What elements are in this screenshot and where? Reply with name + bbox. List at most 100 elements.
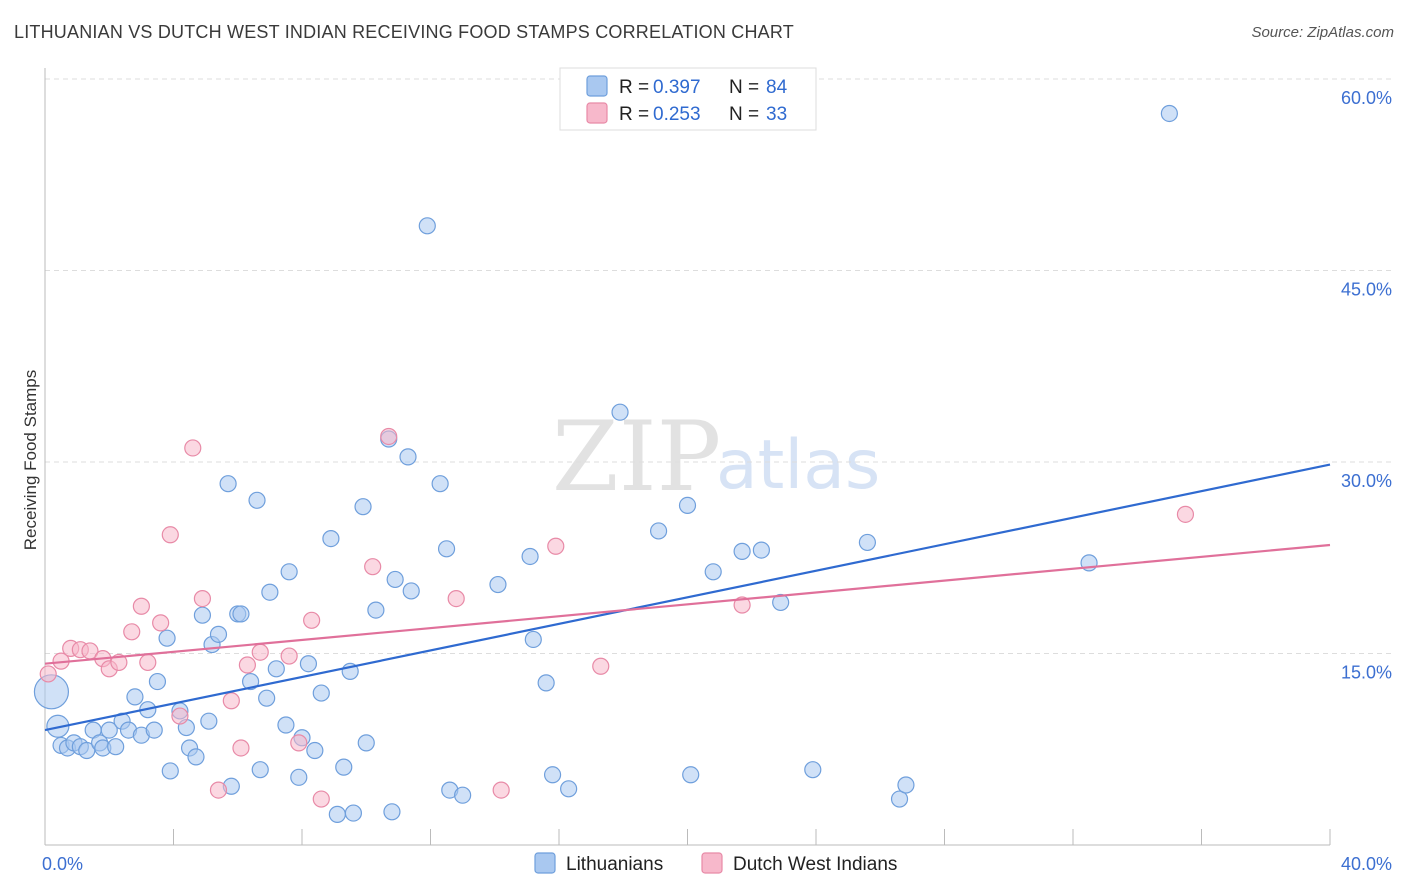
axes bbox=[44, 68, 1331, 846]
dutch-west-indian-point bbox=[238, 656, 256, 674]
watermark-atlas: atlas bbox=[716, 426, 880, 505]
lithuanian-point bbox=[242, 672, 260, 691]
watermark-zip: ZIP bbox=[552, 401, 721, 513]
dutch-west-indian-point bbox=[733, 596, 751, 614]
lithuanian-point bbox=[145, 721, 163, 739]
lithuanian-point bbox=[335, 758, 353, 776]
legend-r-value: 0.253 bbox=[653, 104, 701, 125]
legend-n-label: N = bbox=[729, 104, 759, 125]
lithuanian-point bbox=[232, 605, 250, 623]
lithuanian-point bbox=[306, 741, 324, 760]
lithuanian-point bbox=[521, 547, 539, 566]
legend-n-label: N = bbox=[729, 77, 759, 98]
dutch-west-indian-point bbox=[193, 590, 212, 608]
lithuanian-point bbox=[354, 498, 372, 516]
lithuanian-point bbox=[280, 563, 298, 581]
dutch-west-indian-point bbox=[290, 734, 308, 752]
dutch-west-indian-point bbox=[171, 707, 189, 725]
dutch-west-indian-point bbox=[364, 558, 382, 576]
legend: R = 0.397 N = 84 R = 0.253 N = 33 bbox=[559, 67, 817, 131]
lithuanian-point bbox=[277, 716, 295, 734]
dutch-west-indian-point bbox=[251, 643, 269, 661]
lithuanian-point bbox=[611, 403, 629, 421]
lithuanian-point bbox=[158, 629, 176, 647]
bottom-legend: Lithuanians Dutch West Indians bbox=[534, 852, 897, 875]
lithuanian-point bbox=[107, 738, 125, 756]
dutch-west-indian-point bbox=[123, 623, 141, 641]
lithuanian-point bbox=[251, 761, 269, 779]
trend-lines bbox=[44, 463, 1331, 732]
dutch-west-indian-point bbox=[592, 657, 610, 675]
dutch-west-indian-point bbox=[447, 590, 465, 608]
lithuanian-point bbox=[219, 475, 237, 493]
bottom-legend-swatch-lithuanians bbox=[534, 852, 556, 874]
dutch-west-indian-point bbox=[110, 653, 128, 672]
lithuanian-point bbox=[193, 606, 212, 624]
y-tick-label: 15.0% bbox=[1341, 663, 1392, 683]
lithuanian-point bbox=[399, 448, 417, 466]
lithuanian-point bbox=[890, 790, 909, 808]
legend-n-value: 84 bbox=[766, 77, 788, 98]
lithuanian-point bbox=[148, 672, 167, 691]
legend-r-label: R = bbox=[619, 77, 649, 98]
lithuanian-point bbox=[357, 734, 375, 752]
dutch-west-indian-point bbox=[312, 790, 330, 808]
lithuanian-point bbox=[383, 803, 401, 821]
dutch-west-indian-point bbox=[380, 427, 398, 446]
lithuanian-point bbox=[897, 776, 915, 794]
lithuanian-point bbox=[267, 660, 285, 678]
lithuanian-point bbox=[258, 689, 276, 707]
bottom-legend-dutch-west-indians: Dutch West Indians bbox=[733, 854, 897, 875]
dutch-west-indian-point bbox=[184, 439, 202, 457]
lithuanian-point bbox=[543, 766, 562, 784]
lithuanian-point bbox=[804, 761, 822, 779]
dutch-west-indian-point bbox=[139, 653, 157, 672]
dutch-west-indian-point bbox=[39, 665, 57, 683]
legend-swatch-lithuanians bbox=[586, 75, 608, 97]
dutch-west-indian-point bbox=[232, 739, 250, 757]
lithuanian-point bbox=[386, 570, 404, 589]
lithuanian-point bbox=[261, 583, 279, 601]
lithuanian-point bbox=[290, 768, 308, 786]
dutch-west-indian-point bbox=[222, 692, 240, 710]
y-axis-label: Receiving Food Stamps bbox=[21, 370, 40, 550]
lithuanian-point bbox=[437, 540, 456, 558]
dutch-west-indian-point bbox=[547, 537, 565, 555]
lithuanian-point bbox=[161, 762, 179, 780]
y-tick-label: 30.0% bbox=[1341, 471, 1392, 491]
lithuanian-point bbox=[299, 655, 318, 673]
lithuanian-point bbox=[1160, 104, 1178, 123]
lithuanian-point bbox=[704, 563, 722, 581]
lithuanian-point bbox=[752, 541, 770, 559]
lithuanian-point bbox=[682, 766, 700, 784]
dutch-west-indian-point bbox=[152, 614, 170, 632]
lithuanian-point bbox=[431, 475, 449, 493]
lithuanian-point bbox=[858, 533, 877, 552]
lithuanian-point bbox=[537, 674, 555, 692]
x-tick-label: 0.0% bbox=[42, 854, 83, 874]
lithuanian-point bbox=[649, 522, 668, 540]
lithuanian-point bbox=[367, 601, 385, 619]
lithuanian-point bbox=[248, 491, 266, 509]
source-credit: Source: ZipAtlas.com bbox=[1251, 24, 1394, 41]
lithuanians-points bbox=[33, 104, 1178, 823]
lithuanian-point bbox=[200, 712, 218, 730]
dutch-west-indian-point bbox=[1176, 505, 1195, 523]
lithuanian-point bbox=[418, 217, 436, 235]
y-tick-label: 45.0% bbox=[1341, 280, 1392, 300]
y-tick-label: 60.0% bbox=[1341, 88, 1392, 108]
x-tick-label: 40.0% bbox=[1341, 854, 1392, 874]
dutch-west-indian-point bbox=[161, 526, 179, 544]
lithuanian-point bbox=[489, 575, 507, 594]
lithuanian-point bbox=[344, 804, 362, 822]
dutch-west-indian-point bbox=[303, 611, 321, 629]
bottom-legend-lithuanians: Lithuanians bbox=[566, 854, 663, 875]
lithuanians-trend-line bbox=[44, 463, 1331, 732]
dutch-west-indians-trend-line bbox=[44, 543, 1331, 665]
dutch-west-indian-point bbox=[132, 597, 150, 615]
legend-swatch-dutch-west-indians bbox=[586, 102, 608, 124]
lithuanian-point bbox=[560, 780, 578, 798]
lithuanian-point bbox=[733, 542, 751, 560]
legend-n-value: 33 bbox=[766, 104, 787, 125]
